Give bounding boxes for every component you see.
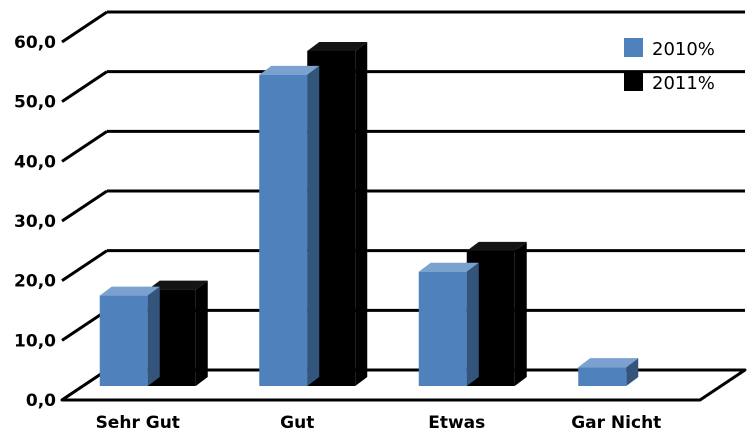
bar-front <box>418 271 467 386</box>
x-axis-categories: Sehr Gut Gut Etwas Gar Nicht <box>96 413 662 433</box>
y-axis-ticks: 0,0 10,0 20,0 30,0 40,0 50,0 60,0 <box>14 33 56 411</box>
y-tick-label: 10,0 <box>14 331 56 351</box>
legend-swatch <box>624 72 643 91</box>
x-category-label: Gar Nicht <box>571 413 661 433</box>
chart-bars <box>99 41 639 387</box>
bar-side <box>195 280 208 386</box>
y-tick-label: 30,0 <box>14 212 56 232</box>
chart-legend: 2010% 2011% <box>624 38 715 94</box>
bar-side <box>355 41 368 386</box>
x-category-label: Gut <box>280 413 314 433</box>
gridline-diagonal <box>61 70 108 103</box>
y-tick-label: 0,0 <box>26 391 56 411</box>
bar-top <box>147 280 208 290</box>
bar-top <box>578 358 639 368</box>
legend-label: 2010% <box>652 39 715 60</box>
bar-top <box>466 241 527 251</box>
bar-front <box>99 295 148 386</box>
bar-top <box>99 286 160 296</box>
bar-2010%-Etwas <box>418 262 479 386</box>
y-tick-label: 20,0 <box>14 272 56 292</box>
chart-floor <box>60 368 747 402</box>
bar-top <box>259 65 320 75</box>
bar-side <box>307 65 320 387</box>
y-tick-label: 40,0 <box>14 152 56 172</box>
x-category-label: Etwas <box>428 413 485 433</box>
y-tick-label: 50,0 <box>14 93 56 113</box>
bar-side <box>466 262 479 386</box>
x-category-label: Sehr Gut <box>96 413 180 433</box>
floor-plane <box>60 368 747 402</box>
gridline-diagonal <box>61 189 108 223</box>
gridline-diagonal <box>61 10 108 44</box>
bar-2010%-Gar Nicht <box>578 358 639 386</box>
y-tick-label: 60,0 <box>14 33 56 53</box>
bar-2010%-Sehr Gut <box>99 286 160 386</box>
bar-top <box>418 262 479 272</box>
gridline-diagonal <box>61 249 108 282</box>
bar-side <box>147 286 160 386</box>
bar-front <box>578 367 627 386</box>
bar-2010%-Gut <box>259 65 320 387</box>
legend-swatch <box>624 38 643 57</box>
bar-side <box>626 358 639 386</box>
bar-top <box>307 41 368 51</box>
bar-front <box>259 74 308 387</box>
bar-side <box>514 241 527 386</box>
gridline-diagonal <box>61 130 108 163</box>
gridline-diagonal <box>61 309 108 342</box>
legend-label: 2011% <box>652 73 715 94</box>
